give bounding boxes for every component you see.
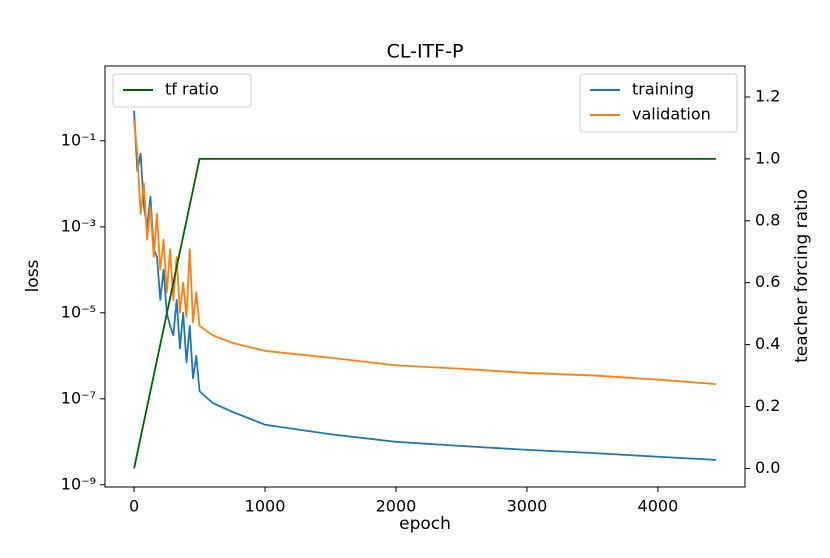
y2-tick-label: 0.2 [755,396,780,415]
y-axis-label: loss [23,259,43,292]
series-line [133,157,716,469]
x-axis-label: epoch [399,514,451,534]
x-tick-label: 1000 [245,497,286,516]
y-tick-label: 10⁻⁷ [61,388,96,407]
y-tick-label: 10⁻⁹ [61,474,96,493]
legend-box [112,73,252,108]
plot-frame [104,65,746,488]
y-tick-label: 10⁻³ [61,216,96,235]
legend-label: validation [632,105,711,124]
y2-tick-label: 0.8 [755,210,780,229]
x-tick-label: 3000 [507,497,548,516]
x-tick-label: 2000 [376,497,417,516]
y2-tick-label: 1.2 [755,86,780,105]
x-tick-label: 4000 [638,497,679,516]
y-tick-label: 10⁻⁵ [61,302,96,321]
legend-label: tf ratio [165,80,219,99]
y2-tick-label: 0.4 [755,334,780,353]
y2-tick-label: 0.0 [755,458,780,477]
y2-axis-label: teacher forcing ratio [792,189,812,363]
series-line [133,110,716,461]
legend-box [579,73,738,133]
y-tick-label: 10⁻¹ [61,130,96,149]
x-tick-label: 0 [129,497,139,516]
series-line [133,120,716,385]
chart-title: CL-ITF-P [387,41,464,63]
y2-tick-label: 0.6 [755,272,780,291]
y2-tick-label: 1.0 [755,148,780,167]
legend-label: training [632,80,694,99]
